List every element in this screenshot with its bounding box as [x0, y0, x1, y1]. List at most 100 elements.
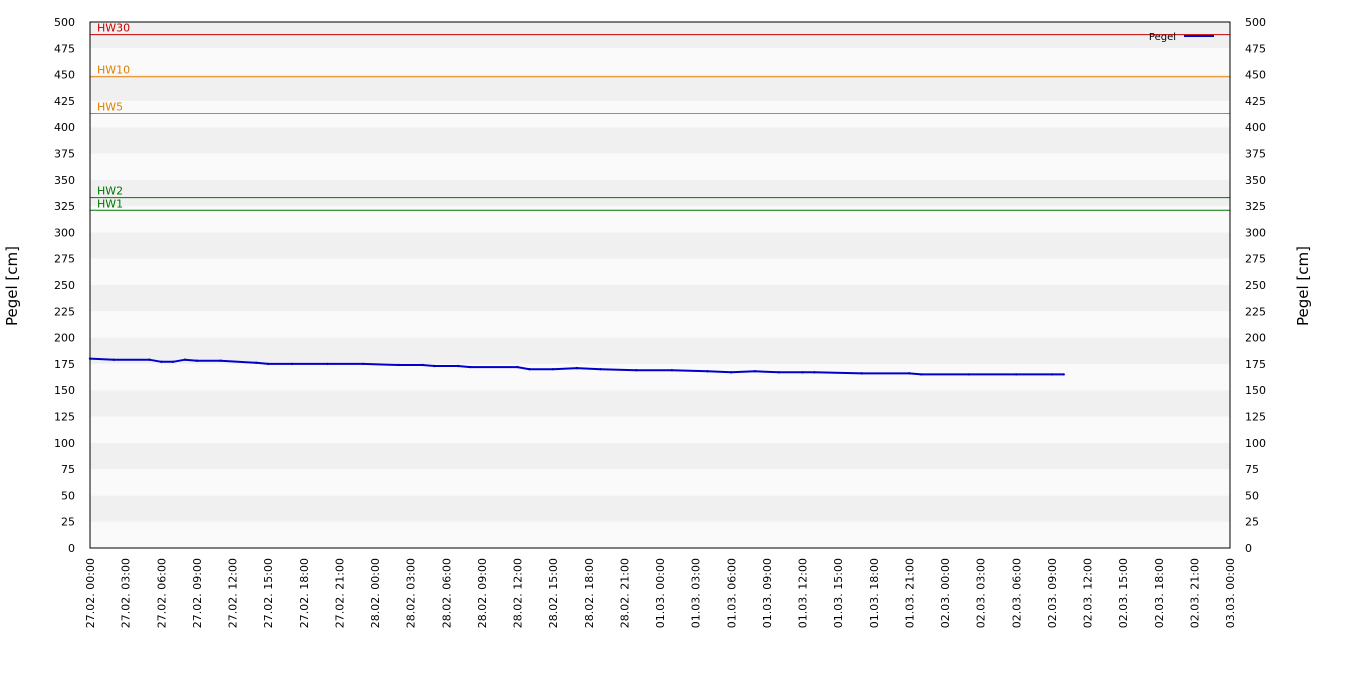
y-tick-label-left: 350 [54, 174, 75, 187]
y-tick-label-left: 425 [54, 95, 75, 108]
x-tick-label: 02.03. 03:00 [975, 558, 988, 628]
y-tick-label-right: 375 [1245, 148, 1266, 161]
x-tick-label: 02.03. 12:00 [1082, 558, 1095, 628]
y-tick-label-right: 275 [1245, 253, 1266, 266]
y-tick-label-right: 100 [1245, 437, 1266, 450]
grid-band [90, 100, 1230, 128]
x-tick-label: 02.03. 00:00 [939, 558, 952, 628]
data-point [730, 371, 733, 374]
x-tick-label: 01.03. 21:00 [903, 558, 916, 628]
data-point [920, 373, 923, 376]
data-point [468, 365, 472, 369]
x-tick-label: 27.02. 12:00 [227, 558, 240, 628]
x-tick-label: 01.03. 06:00 [725, 558, 738, 628]
x-tick-label: 02.03. 15:00 [1117, 558, 1130, 628]
data-point [801, 371, 804, 374]
y-tick-label-left: 0 [68, 542, 75, 555]
y-tick-label-right: 250 [1245, 279, 1266, 292]
y-tick-label-right: 425 [1245, 95, 1266, 108]
series-line-pegel [89, 357, 1064, 376]
x-tick-label: 02.03. 06:00 [1010, 558, 1023, 628]
data-point [255, 361, 258, 365]
grid-band [90, 390, 1230, 417]
data-point [528, 367, 531, 371]
x-tick-label: 27.02. 09:00 [191, 558, 204, 628]
grid-band [90, 363, 1230, 391]
y-tick-label-left: 325 [54, 200, 75, 213]
data-point [183, 358, 187, 361]
grid-band [90, 521, 1230, 548]
x-tick-label: 27.02. 21:00 [333, 558, 346, 628]
data-point [1050, 373, 1054, 376]
x-tick-label: 02.03. 09:00 [1046, 558, 1059, 628]
data-point [516, 365, 519, 369]
x-tick-label: 27.02. 00:00 [84, 558, 97, 628]
y-tick-label-left: 75 [61, 463, 75, 476]
y-tick-label-left: 25 [61, 516, 75, 529]
x-tick-label: 27.02. 18:00 [298, 558, 311, 628]
x-tick-label: 28.02. 21:00 [618, 558, 631, 628]
data-point [397, 363, 400, 367]
grid-band [90, 48, 1230, 75]
grid-band [90, 153, 1230, 180]
x-tick-label: 27.02. 06:00 [155, 558, 168, 628]
y-axis-ticks: 0 0 25 25 50 50 75 75 100 100 125 125 150 150 175 175 20… [54, 16, 1266, 555]
data-point [195, 359, 199, 362]
x-tick-label: 28.02. 00:00 [369, 558, 382, 628]
x-tick-label: 03.03. 00:00 [1224, 558, 1237, 628]
y-tick-label-left: 375 [54, 148, 75, 161]
grid-band [90, 495, 1230, 522]
y-axis-title-right: Pegel [cm] [1294, 246, 1312, 326]
x-tick-label: 28.02. 06:00 [440, 558, 453, 628]
grid-band [90, 258, 1230, 285]
x-tick-label: 02.03. 21:00 [1188, 558, 1201, 628]
threshold-label-hw30: HW30 [97, 22, 130, 35]
data-point [670, 369, 674, 372]
data-point [266, 362, 270, 366]
series-group [88, 357, 1065, 376]
y-tick-label-left: 175 [54, 358, 75, 371]
x-tick-label: 28.02. 03:00 [405, 558, 418, 628]
data-point [860, 372, 864, 375]
x-tick-label: 28.02. 15:00 [547, 558, 560, 628]
y-tick-label-right: 25 [1245, 516, 1259, 529]
plot-frame [89, 21, 1231, 549]
y-tick-label-left: 275 [54, 253, 75, 266]
x-tick-label: 28.02. 12:00 [512, 558, 525, 628]
y-tick-label-right: 450 [1245, 69, 1266, 82]
data-point [967, 373, 970, 376]
x-tick-label: 27.02. 03:00 [120, 558, 133, 628]
data-point [777, 371, 780, 374]
y-tick-label-right: 0 [1245, 542, 1252, 555]
data-point [706, 370, 709, 373]
threshold-label-hw10: HW10 [97, 64, 130, 77]
y-tick-label-right: 150 [1245, 384, 1266, 397]
y-tick-label-left: 100 [54, 437, 75, 450]
x-tick-label: 01.03. 12:00 [797, 558, 810, 628]
y-tick-label-right: 125 [1245, 411, 1266, 424]
data-point [635, 369, 638, 372]
x-tick-label: 28.02. 18:00 [583, 558, 596, 628]
data-point [456, 364, 460, 368]
y-tick-label-left: 250 [54, 279, 75, 292]
y-tick-label-right: 325 [1245, 200, 1266, 213]
y-tick-label-right: 475 [1245, 42, 1266, 55]
y-tick-label-right: 50 [1245, 489, 1259, 502]
data-point [290, 362, 294, 366]
legend: Pegel [1149, 32, 1214, 43]
grid-band [90, 22, 1230, 49]
y-tick-label-right: 300 [1245, 226, 1266, 239]
y-tick-label-right: 500 [1245, 16, 1266, 29]
x-tick-label: 27.02. 15:00 [262, 558, 275, 628]
legend-label-pegel: Pegel [1149, 32, 1176, 43]
x-tick-label: 01.03. 09:00 [761, 558, 774, 628]
grid-band [90, 416, 1230, 443]
y-tick-label-left: 50 [61, 489, 75, 502]
grid-bands [90, 22, 1230, 548]
threshold-label-hw2: HW2 [97, 185, 123, 198]
grid-band [90, 179, 1230, 207]
y-tick-label-left: 300 [54, 226, 75, 239]
y-tick-label-right: 200 [1245, 332, 1266, 345]
